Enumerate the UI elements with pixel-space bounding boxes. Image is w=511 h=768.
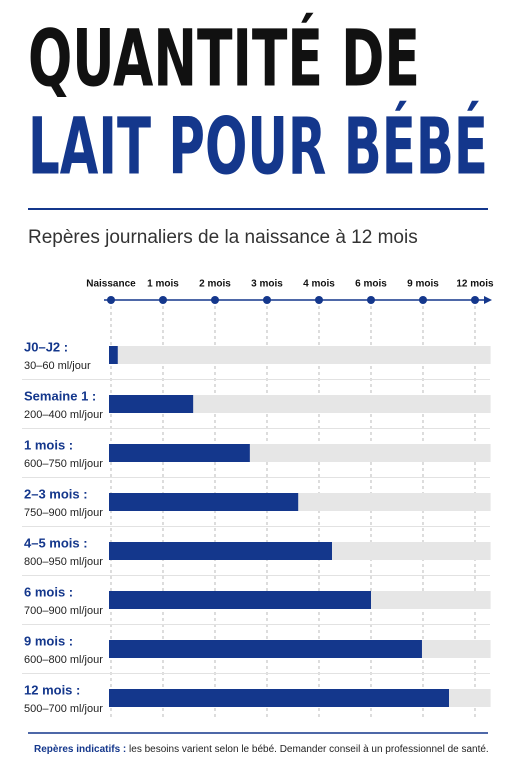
tick-dot [263,296,271,304]
tick-dot [419,296,427,304]
category-label: 1 mois : [24,437,73,452]
tick-dot [107,296,115,304]
footnote-bold: Repères indicatifs : [34,744,126,755]
x-tick-label: 6 mois [355,279,387,290]
x-tick-label: 1 mois [147,279,179,290]
tick-dot [367,296,375,304]
tick-dot [211,296,219,304]
x-tick-label: 2 mois [199,279,231,290]
subtitle: Repères journaliers de la naissance à 12… [28,227,418,248]
category-detail: 700–900 ml/jour [24,605,103,617]
x-tick-label: 12 mois [456,279,494,290]
title-line: LAIT POUR BÉBÉ [28,100,488,192]
tick-dot [315,296,323,304]
category-label: 2–3 mois : [24,486,88,501]
bar [109,493,299,511]
category-detail: 600–750 ml/jour [24,458,103,470]
x-tick-label: 3 mois [251,279,283,290]
category-label: 4–5 mois : [24,535,88,550]
bar [109,640,422,658]
axis-arrow [484,296,492,304]
footnote-text: les besoins varient selon le bébé. Deman… [129,744,489,755]
category-detail: 750–900 ml/jour [24,507,103,519]
bar-track [109,395,491,413]
category-label: J0–J2 : [24,339,68,354]
category-label: 12 mois : [24,682,80,697]
footnote: Repères indicatifs : les besoins varient… [34,744,489,755]
category-detail: 800–950 ml/jour [24,556,103,568]
category-label: 6 mois : [24,584,73,599]
bar-track [109,346,491,364]
tick-dot [471,296,479,304]
title-line: QUANTITÉ DE [28,12,420,104]
x-tick-label: 4 mois [303,279,335,290]
category-detail: 200–400 ml/jour [24,409,103,421]
bar [109,542,332,560]
x-tick-label: Naissance [86,279,136,290]
category-label: Semaine 1 : [24,388,96,403]
bar [109,591,371,609]
bar [109,395,194,413]
x-tick-label: 9 mois [407,279,439,290]
bar [109,346,118,364]
tick-dot [159,296,167,304]
bar [109,444,250,462]
category-detail: 600–800 ml/jour [24,654,103,666]
category-detail: 30–60 ml/jour [24,360,91,372]
category-detail: 500–700 ml/jour [24,703,103,715]
category-label: 9 mois : [24,633,73,648]
bar [109,689,449,707]
